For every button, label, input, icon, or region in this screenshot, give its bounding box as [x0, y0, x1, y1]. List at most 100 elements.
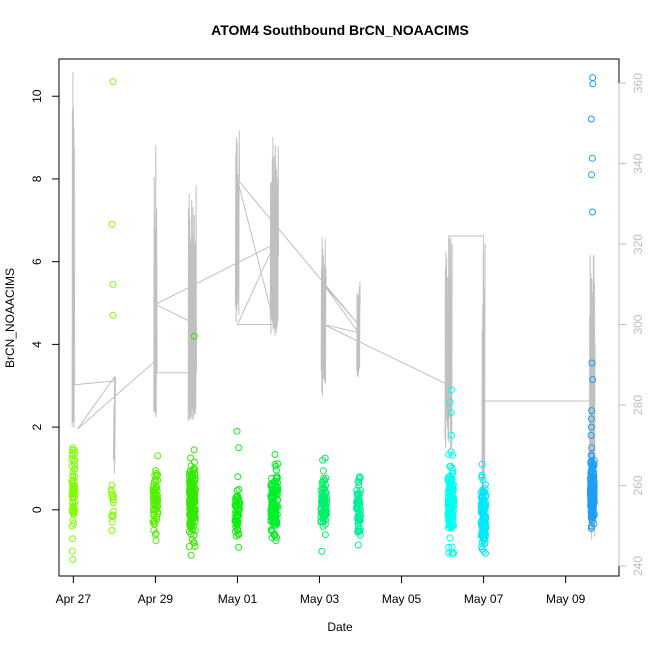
data-point	[268, 500, 276, 508]
secondary-segment	[269, 137, 279, 337]
data-point	[320, 485, 328, 493]
data-point	[235, 531, 242, 539]
data-point	[233, 508, 241, 516]
data-point	[235, 494, 243, 502]
data-point	[480, 537, 488, 544]
data-point	[318, 547, 326, 555]
data-point	[109, 511, 117, 519]
chart-title: ATOM4 Southbound BrCN_NOAACIMS	[211, 22, 469, 38]
data-point	[587, 483, 595, 490]
x-tick-label: Apr 27	[56, 592, 92, 606]
data-point	[320, 467, 327, 475]
secondary-segment	[356, 281, 361, 378]
data-point	[150, 492, 158, 500]
y-tick-label: 0	[30, 506, 44, 513]
data-point	[446, 517, 454, 525]
data-point	[446, 534, 454, 542]
data-point	[188, 536, 196, 544]
data-point	[447, 448, 455, 456]
data-point	[319, 456, 327, 464]
data-point	[273, 533, 280, 541]
data-point	[233, 526, 241, 534]
scatter-points	[68, 74, 598, 563]
data-point	[319, 522, 327, 530]
data-point	[235, 506, 243, 514]
secondary-segment	[234, 130, 240, 323]
y2-tick-label: 240	[631, 556, 645, 576]
data-point	[449, 469, 457, 477]
x-tick-label: Apr 29	[138, 592, 174, 606]
data-point	[587, 415, 595, 423]
data-point	[69, 503, 77, 511]
data-point	[151, 489, 159, 497]
data-point	[318, 492, 326, 500]
data-point	[271, 505, 279, 513]
data-point	[68, 476, 76, 484]
y2-tick-label: 360	[631, 73, 645, 93]
data-point	[354, 541, 362, 549]
data-point	[588, 469, 596, 477]
data-point	[150, 526, 158, 534]
data-point	[318, 484, 326, 492]
data-point	[590, 473, 598, 481]
secondary-segment	[187, 184, 197, 421]
secondary-segment	[320, 236, 327, 397]
data-point	[588, 444, 596, 452]
data-point	[446, 398, 454, 406]
data-point	[108, 493, 116, 501]
data-point	[587, 423, 595, 431]
data-point	[445, 543, 453, 551]
data-point	[478, 471, 486, 479]
data-point	[268, 511, 276, 519]
data-point	[356, 524, 364, 532]
data-point	[445, 499, 453, 507]
data-point	[587, 451, 595, 459]
data-point	[587, 431, 595, 439]
data-point	[444, 476, 452, 484]
data-point	[233, 510, 241, 518]
x-axis: Apr 27 Apr 29 May 01 May 03 May 05 May 07 May …	[56, 575, 586, 606]
data-point	[153, 501, 161, 509]
data-point	[589, 80, 597, 88]
data-point	[107, 486, 115, 494]
secondary-segment	[112, 376, 116, 466]
data-point	[355, 482, 363, 490]
y-tick-label: 8	[30, 175, 44, 182]
data-point	[69, 510, 77, 518]
data-point	[447, 508, 454, 516]
data-point	[588, 171, 595, 179]
data-point	[588, 407, 596, 415]
data-point	[589, 481, 596, 489]
data-point	[153, 516, 160, 523]
data-point	[589, 208, 596, 216]
data-point	[151, 520, 159, 528]
data-point	[108, 527, 116, 534]
data-point	[109, 280, 117, 288]
data-point	[68, 547, 76, 555]
y-axis-label: BrCN_NOAACIMS	[3, 268, 17, 368]
data-point	[188, 503, 196, 511]
data-point	[235, 444, 243, 452]
data-point	[590, 484, 598, 492]
data-point	[320, 500, 328, 508]
data-point	[189, 482, 197, 490]
data-point	[186, 473, 194, 481]
data-point	[481, 504, 489, 512]
data-point	[109, 311, 117, 319]
data-point	[446, 514, 454, 522]
data-point	[154, 452, 162, 460]
data-point	[587, 524, 595, 532]
data-point	[274, 460, 282, 468]
data-point	[69, 444, 77, 452]
y-tick-label: 4	[30, 341, 44, 348]
x-tick-label: May 05	[382, 592, 422, 606]
data-point	[267, 526, 275, 534]
data-point	[154, 476, 162, 484]
data-point	[70, 520, 77, 528]
data-point	[480, 547, 488, 555]
data-point	[152, 537, 160, 545]
data-point	[589, 500, 597, 508]
data-point	[70, 484, 78, 492]
data-point	[319, 518, 327, 526]
data-point	[479, 499, 487, 507]
